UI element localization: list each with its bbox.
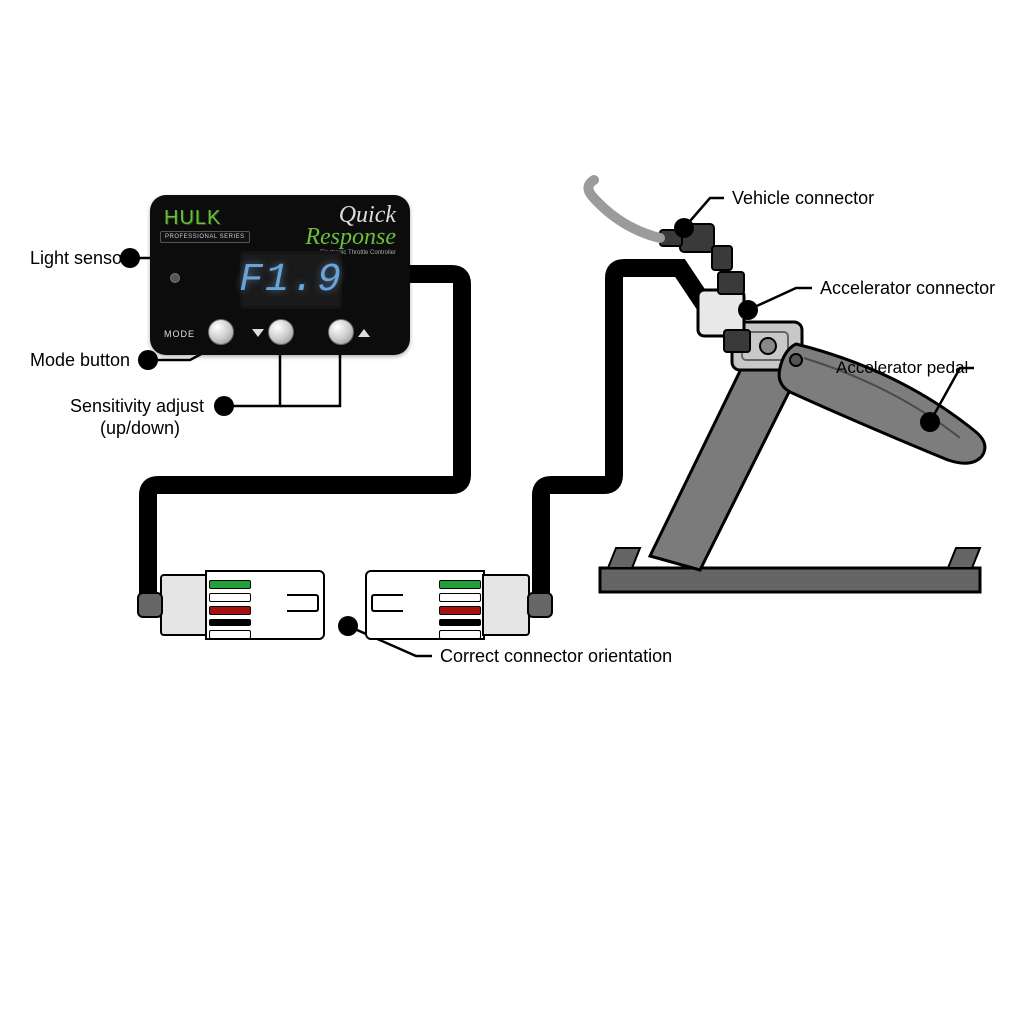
label-vehicle-connector: Vehicle connector xyxy=(732,188,874,209)
label-accelerator-pedal: Accelerator pedal xyxy=(836,358,968,378)
lcd-value: F1.9 xyxy=(239,258,343,303)
label-accelerator-connector: Accelerator connector xyxy=(820,278,995,299)
down-arrow-icon xyxy=(252,329,264,337)
connector-boot-left xyxy=(160,574,208,636)
cable-end-left xyxy=(137,592,163,618)
connector-notch-left xyxy=(287,594,319,612)
connector-notch-right xyxy=(371,594,403,612)
mode-knob[interactable] xyxy=(208,319,234,345)
light-sensor-dot xyxy=(170,273,180,283)
controller-unit: HULK PROFESSIONAL SERIES Quick Response … xyxy=(150,195,410,355)
label-sensitivity-2: (up/down) xyxy=(100,418,180,439)
diagram-overlay xyxy=(0,0,1024,1024)
label-light-sensor: Light sensor xyxy=(30,248,128,269)
cable-end-right xyxy=(527,592,553,618)
pedal-base xyxy=(600,568,980,592)
connector-boot-right xyxy=(482,574,530,636)
label-sensitivity-1: Sensitivity adjust xyxy=(70,396,204,417)
sensitivity-up-knob[interactable] xyxy=(328,319,354,345)
accelerator-connector-shape xyxy=(698,272,750,352)
wires-left xyxy=(209,580,251,630)
label-mode-button: Mode button xyxy=(30,350,130,371)
lcd-display: F1.9 xyxy=(240,251,342,309)
cable-to-accel xyxy=(541,268,704,604)
wires-right xyxy=(439,580,481,630)
product-name: Quick Response Electronic Throttle Contr… xyxy=(305,205,396,256)
label-connector-orientation: Correct connector orientation xyxy=(440,646,672,667)
brand-logo: HULK xyxy=(164,207,221,230)
mode-label: MODE xyxy=(164,329,195,339)
vehicle-connector-shape xyxy=(588,180,732,270)
up-arrow-icon xyxy=(358,329,370,337)
brand-sub: PROFESSIONAL SERIES xyxy=(160,231,250,243)
sensitivity-down-knob[interactable] xyxy=(268,319,294,345)
pedal-arm xyxy=(650,330,810,570)
